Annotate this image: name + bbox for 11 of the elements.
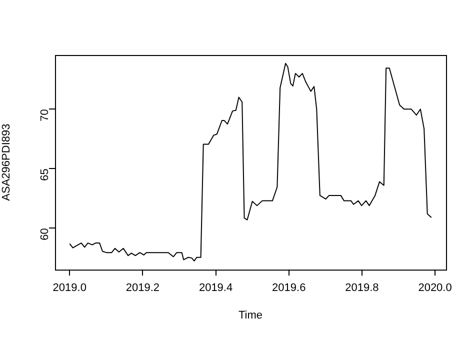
x-tick-label: 2019.2 — [126, 282, 160, 294]
y-tick-label: 65 — [39, 168, 52, 181]
y-tick-label: 60 — [39, 228, 52, 240]
x-axis-title: Time — [238, 309, 263, 322]
y-tick-label: 70 — [39, 109, 52, 122]
x-tick-label: 2019.8 — [345, 282, 379, 294]
x-tick-label: 2020.0 — [418, 282, 452, 294]
x-tick-label: 2019.6 — [272, 282, 306, 294]
y-axis-title: ASA296PDI893 — [0, 124, 13, 201]
x-tick-label: 2019.4 — [198, 282, 233, 294]
x-tick-label: 2019.0 — [52, 282, 86, 294]
